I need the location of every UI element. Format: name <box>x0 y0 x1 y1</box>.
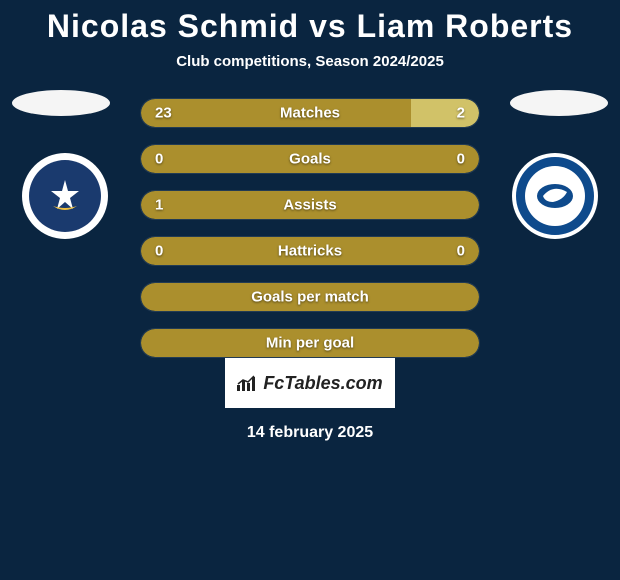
page-subtitle: Club competitions, Season 2024/2025 <box>0 53 620 70</box>
page-title: Nicolas Schmid vs Liam Roberts <box>0 0 620 45</box>
chart-icon <box>237 375 257 391</box>
avatars-row <box>0 90 620 116</box>
date-label: 14 february 2025 <box>0 424 620 442</box>
stat-bar: Goals per match <box>140 282 480 312</box>
stat-label: Hattricks <box>141 243 479 260</box>
club-badge-right <box>512 153 598 239</box>
lion-icon <box>525 166 585 226</box>
stat-bar: Min per goal <box>140 328 480 358</box>
source-logo-text: FcTables.com <box>263 373 382 394</box>
player-avatar-left <box>12 90 110 116</box>
star-crescent-icon <box>45 176 85 216</box>
stat-label: Goals per match <box>141 289 479 306</box>
player-avatar-right <box>510 90 608 116</box>
stat-bar: 00Hattricks <box>140 236 480 266</box>
club-badge-left <box>22 153 108 239</box>
stat-label: Min per goal <box>141 335 479 352</box>
club-badges-row <box>0 153 620 239</box>
